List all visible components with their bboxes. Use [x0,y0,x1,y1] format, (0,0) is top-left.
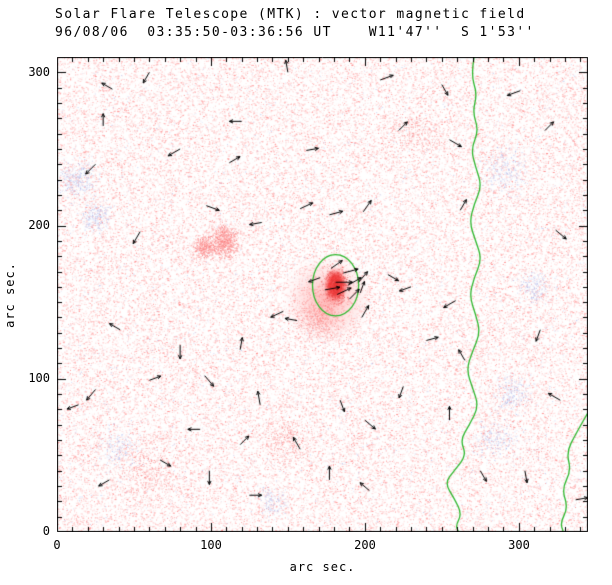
plot-canvas [57,57,588,532]
plot-subtitle: 96/08/06 03:35:50-03:36:56 UT W11'47'' S… [55,25,535,40]
x-tick-label-300: 300 [508,538,530,552]
x-tick-label-0: 0 [53,538,61,552]
x-tick-label-200: 200 [354,538,376,552]
plot-title: Solar Flare Telescope (MTK) : vector mag… [55,7,526,22]
x-tick-label-100: 100 [200,538,222,552]
x-axis-label: arc sec. [289,560,356,574]
y-axis-label: arc sec. [3,262,17,328]
y-tick-label-100: 100 [28,371,50,385]
y-tick-label-0: 0 [42,524,50,538]
y-tick-label-300: 300 [28,65,50,79]
y-tick-label-200: 200 [28,218,50,232]
